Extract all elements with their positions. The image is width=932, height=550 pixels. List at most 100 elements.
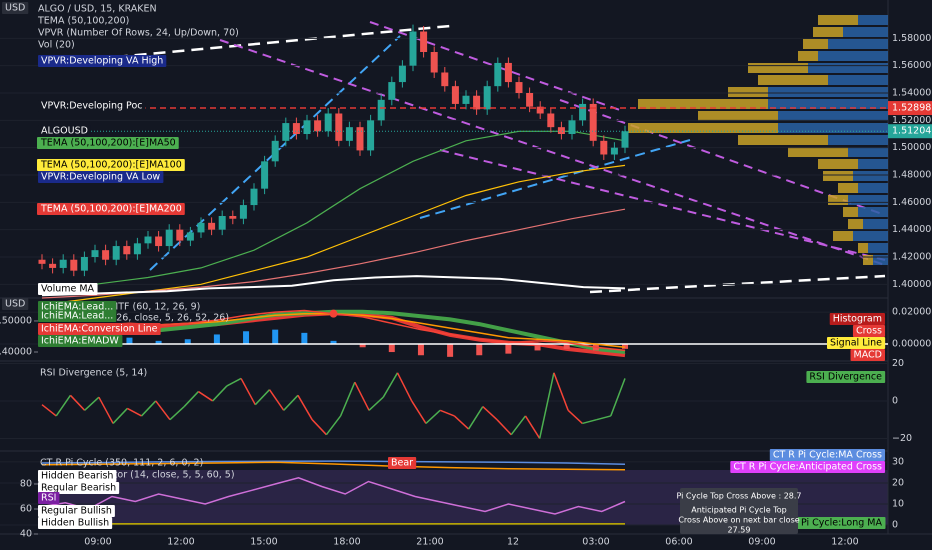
- legend-label: Histogram: [833, 314, 882, 325]
- series-segment: [482, 406, 498, 421]
- candle-body: [70, 259, 78, 271]
- series-segment: [268, 389, 285, 411]
- series-segment: [297, 394, 313, 421]
- series-segment: [411, 400, 427, 424]
- x-tick-label: 21:00: [416, 537, 443, 548]
- divergence-label-bg: [38, 482, 120, 494]
- histogram-bar: [155, 340, 162, 345]
- volume-profile-down: [758, 75, 828, 85]
- legend-label-bg: [38, 283, 98, 295]
- x-tick-label: 03:00: [582, 537, 609, 548]
- series-segment: [610, 378, 626, 417]
- candle-body: [165, 229, 173, 247]
- left-tick-label: 80: [20, 479, 32, 490]
- histogram-bar: [126, 337, 133, 345]
- candle-body: [38, 259, 46, 264]
- tooltip-line: Pi Cycle Top Cross Above : 28.7: [676, 492, 801, 501]
- volume-profile-down: [848, 219, 863, 229]
- candle-body: [335, 113, 343, 141]
- candle-body: [409, 31, 417, 66]
- y-tick-label: 1.44000: [892, 224, 931, 235]
- volume-profile-up: [853, 171, 888, 181]
- signal-tag-bg: [388, 457, 417, 469]
- y-tick-label: 1.54000: [892, 88, 931, 99]
- histogram-bar: [505, 344, 512, 354]
- trend-line: [149, 35, 401, 271]
- volume-profile-up: [828, 135, 888, 145]
- histogram-bar: [563, 344, 570, 349]
- y-tick-label: 10: [892, 498, 904, 509]
- series-line: [41, 275, 626, 297]
- candle-body: [473, 95, 481, 110]
- divergence-label-bg: [38, 470, 117, 482]
- series-line: [41, 460, 626, 465]
- series-segment: [254, 389, 271, 406]
- histogram-bar: [213, 334, 220, 345]
- series-segment: [496, 419, 512, 436]
- candle-body: [568, 120, 576, 134]
- series-segment: [439, 409, 455, 417]
- y-tick-label: 0: [892, 519, 898, 530]
- series-segment: [155, 400, 171, 421]
- volume-profile-up: [858, 15, 888, 25]
- series-segment: [339, 381, 356, 417]
- indicator-subtitle: 2, 272, 26, close, 5, 26, 52, 26): [80, 313, 229, 324]
- volume-profile-down: [833, 231, 853, 241]
- volume-profile-down: [813, 27, 843, 37]
- candle-body: [303, 120, 311, 134]
- price-label: 1.51204: [892, 126, 931, 137]
- currency: USD: [5, 3, 25, 14]
- series-segment: [325, 415, 342, 436]
- legend-label-bg: [827, 337, 886, 349]
- tooltip-line: 27.59: [728, 526, 751, 535]
- volume-profile-down: [823, 171, 853, 181]
- histogram-bar: [184, 339, 191, 345]
- series-line: [41, 461, 626, 471]
- divergence-label: Hidden Bearish: [41, 471, 113, 482]
- candle-body: [112, 246, 120, 260]
- series-segment: [55, 394, 72, 417]
- divergence-label-bg: [38, 517, 113, 529]
- indicator-title: TEMA (50,100,200): [37, 16, 129, 27]
- legend-label-bg: [38, 335, 123, 347]
- volume-profile-up: [853, 231, 888, 241]
- volume-profile-up: [848, 147, 888, 157]
- volume-profile-down: [728, 87, 768, 97]
- series-segment: [112, 407, 128, 424]
- tooltip-line: Anticipated Pi Cycle Top: [691, 506, 787, 515]
- candle-body: [144, 236, 152, 244]
- annotation-label-bg: [38, 171, 164, 183]
- volume-profile-up: [778, 111, 888, 121]
- series-segment: [553, 372, 569, 411]
- candle-body: [261, 161, 269, 189]
- series-segment: [198, 390, 214, 402]
- volume-profile-up: [873, 255, 888, 265]
- series-segment: [98, 396, 114, 424]
- ichimoku-label: IchiEMA:Lead...: [41, 311, 113, 322]
- y-tick-label: −20: [892, 433, 912, 444]
- candle-body: [155, 236, 163, 247]
- legend-label-bg: [37, 137, 179, 149]
- divergence-label: Hidden Bullish: [41, 518, 109, 529]
- y-tick-label: 0.00000: [892, 339, 931, 350]
- left-tick-label: 40: [20, 529, 32, 540]
- indicator-subtitle: icator (14, close, 5, 5, 60, 5): [100, 470, 235, 481]
- candle-body: [388, 82, 396, 100]
- legend-label-bg: [772, 517, 886, 529]
- volume-profile-down: [818, 15, 858, 25]
- y-tick-label: 30: [892, 456, 904, 467]
- candle-body: [600, 140, 608, 155]
- candle-body: [494, 62, 502, 87]
- series-segment: [126, 407, 142, 417]
- indicator-title: CT R Pi Cycle (350, 111, 2, 6, 0, 2): [40, 458, 203, 469]
- candle-body: [59, 259, 67, 268]
- x-tick-label: 06:00: [665, 537, 692, 548]
- x-tick-label: 12: [507, 537, 519, 548]
- price-label-bg: [888, 124, 932, 139]
- divergence-label-bg: [38, 505, 115, 517]
- y-tick-label: 1.52000: [892, 115, 931, 126]
- y-tick-label: 1.42000: [892, 252, 931, 263]
- histogram-bar: [417, 344, 424, 356]
- volume-profile-down: [738, 135, 828, 145]
- volume-profile-down: [628, 123, 778, 133]
